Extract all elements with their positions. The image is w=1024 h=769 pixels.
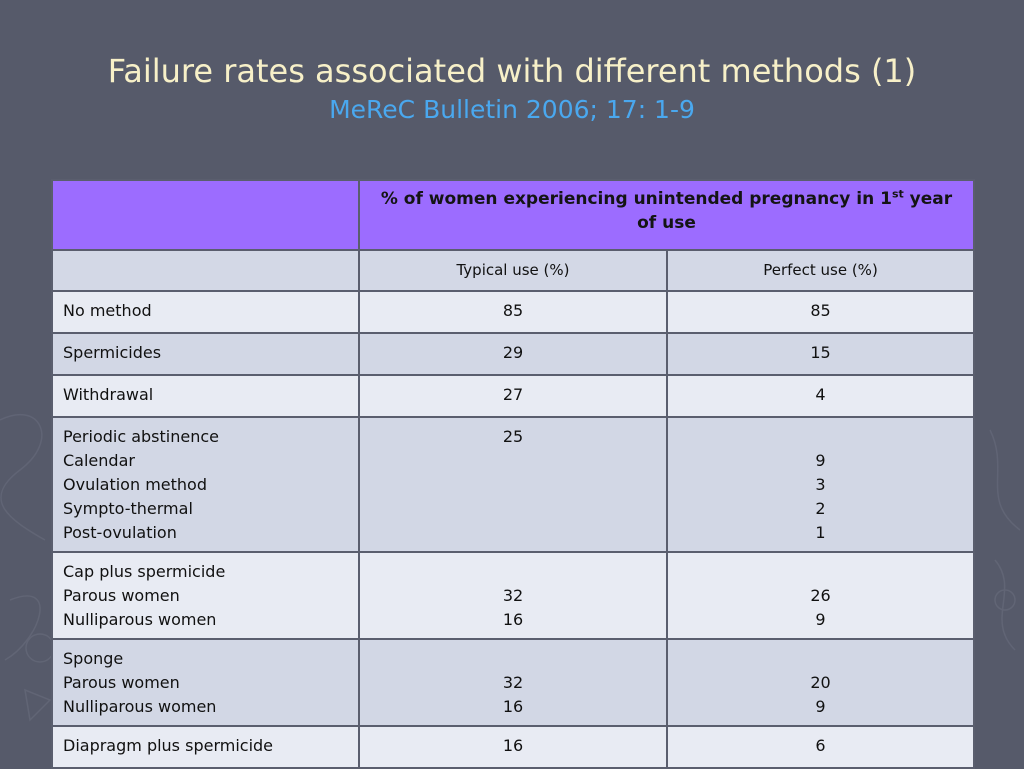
slide-header: Failure rates associated with different … bbox=[0, 50, 1024, 128]
typical-use-value: 29 bbox=[358, 332, 668, 376]
slide-title: Failure rates associated with different … bbox=[107, 52, 917, 90]
table-row: Sponge Parous women Nulliparous women 32… bbox=[51, 638, 975, 727]
typical-use-value: 32 16 bbox=[358, 638, 668, 727]
column-header-perfect: Perfect use (%) bbox=[666, 249, 975, 292]
header-title-text: % of women experiencing unintended pregn… bbox=[380, 189, 892, 209]
table-row: Spermicides 29 15 bbox=[51, 332, 975, 376]
perfect-use-value: 26 9 bbox=[666, 551, 975, 640]
table-row: Periodic abstinence Calendar Ovulation m… bbox=[51, 416, 975, 553]
perfect-use-value: 15 bbox=[666, 332, 975, 376]
table-row: Withdrawal 27 4 bbox=[51, 374, 975, 418]
method-label: No method bbox=[51, 290, 360, 334]
typical-use-value: 32 16 bbox=[358, 551, 668, 640]
header-title-superscript: st bbox=[891, 187, 904, 201]
method-label: Cap plus spermicide Parous women Nullipa… bbox=[51, 551, 360, 640]
failure-rates-table: % of women experiencing unintended pregn… bbox=[51, 179, 975, 769]
method-label: Periodic abstinence Calendar Ovulation m… bbox=[51, 416, 360, 553]
column-header-empty bbox=[51, 249, 360, 292]
table-row: Cap plus spermicide Parous women Nullipa… bbox=[51, 551, 975, 640]
header-title-end: year of use bbox=[637, 189, 953, 233]
typical-use-value: 27 bbox=[358, 374, 668, 418]
typical-use-value: 25 bbox=[358, 416, 668, 553]
column-header-typical: Typical use (%) bbox=[358, 249, 668, 292]
perfect-use-value: 20 9 bbox=[666, 638, 975, 727]
column-header-row: Typical use (%) Perfect use (%) bbox=[51, 249, 975, 292]
table-row: Diapragm plus spermicide 16 6 bbox=[51, 725, 975, 769]
method-label: Withdrawal bbox=[51, 374, 360, 418]
typical-use-value: 85 bbox=[358, 290, 668, 334]
perfect-use-value: 85 bbox=[666, 290, 975, 334]
table-row: No method 85 85 bbox=[51, 290, 975, 334]
method-label: Sponge Parous women Nulliparous women bbox=[51, 638, 360, 727]
perfect-use-value: 9 3 2 1 bbox=[666, 416, 975, 553]
perfect-use-value: 4 bbox=[666, 374, 975, 418]
table-header-row: % of women experiencing unintended pregn… bbox=[51, 179, 975, 251]
perfect-use-value: 6 bbox=[666, 725, 975, 769]
method-label: Diapragm plus spermicide bbox=[51, 725, 360, 769]
typical-use-value: 16 bbox=[358, 725, 668, 769]
header-empty-cell bbox=[51, 179, 360, 251]
header-title-cell: % of women experiencing unintended pregn… bbox=[358, 179, 975, 251]
slide-subtitle: MeReC Bulletin 2006; 17: 1-9 bbox=[329, 95, 695, 124]
method-label: Spermicides bbox=[51, 332, 360, 376]
